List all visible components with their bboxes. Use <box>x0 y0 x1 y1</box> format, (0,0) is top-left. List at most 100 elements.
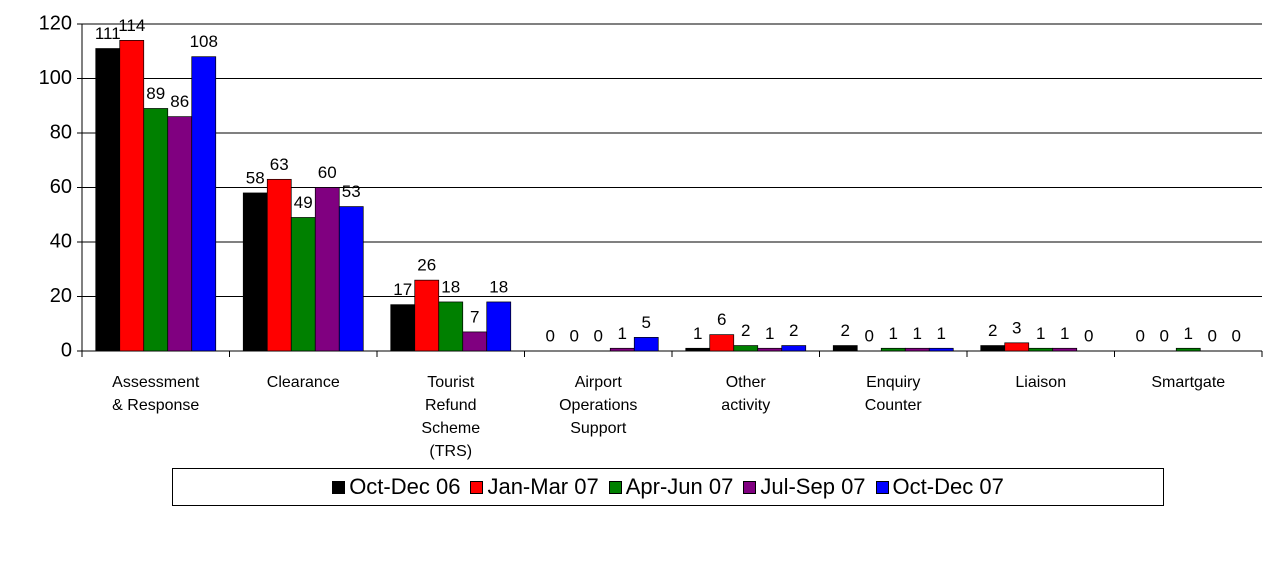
legend-label: Jan-Mar 07 <box>487 474 599 499</box>
value-label: 0 <box>1136 326 1145 345</box>
bar <box>338 206 364 352</box>
bar <box>980 345 1006 352</box>
value-label: 63 <box>270 155 289 174</box>
value-label: 1 <box>1060 324 1069 343</box>
legend-swatch <box>332 480 346 494</box>
legend-item: Oct-Dec 07 <box>875 474 1004 500</box>
legend-label: Jul-Sep 07 <box>760 474 866 499</box>
x-tick-label: & Response <box>112 397 199 414</box>
value-label: 1 <box>765 324 774 343</box>
bar <box>266 178 292 352</box>
bar <box>781 345 807 352</box>
bar <box>438 301 464 352</box>
legend-label: Oct-Dec 07 <box>892 474 1004 499</box>
bar <box>290 217 316 352</box>
x-tick-label: Refund <box>425 397 477 414</box>
value-label: 18 <box>489 277 508 296</box>
bar <box>1004 342 1030 352</box>
legend: Oct-Dec 06 Jan-Mar 07 Apr-Jun 07 Jul-Sep 07… <box>172 468 1164 506</box>
x-tick-label: Assessment <box>112 374 200 391</box>
x-tick-label: Counter <box>865 397 923 414</box>
value-label: 0 <box>594 326 603 345</box>
bar <box>757 347 783 352</box>
value-label: 1 <box>913 324 922 343</box>
value-label: 26 <box>417 256 436 275</box>
bar <box>191 56 217 352</box>
x-tick-label: Other <box>726 374 767 391</box>
value-label: 2 <box>841 321 850 340</box>
value-label: 18 <box>441 277 460 296</box>
value-label: 49 <box>294 193 313 212</box>
legend-item: Jul-Sep 07 <box>743 474 866 500</box>
x-tick-label: Operations <box>559 397 637 414</box>
y-tick-label: 60 <box>50 176 72 198</box>
legend-item: Jan-Mar 07 <box>470 474 599 500</box>
legend-swatch <box>608 480 622 494</box>
y-tick-label: 80 <box>50 121 72 143</box>
value-label: 58 <box>246 168 265 187</box>
value-label: 3 <box>1012 318 1021 337</box>
bar <box>904 347 930 352</box>
value-label: 0 <box>1084 326 1093 345</box>
bar <box>928 347 954 352</box>
legend-swatch <box>470 480 484 494</box>
value-label: 108 <box>190 32 218 51</box>
x-tick-label: Liaison <box>1015 374 1066 391</box>
bar <box>633 337 659 352</box>
value-label: 53 <box>342 182 361 201</box>
x-tick-label: Airport <box>575 374 623 391</box>
value-label: 0 <box>1160 326 1169 345</box>
x-tick-label: Enquiry <box>866 374 920 391</box>
value-label: 17 <box>393 280 412 299</box>
bar <box>1175 347 1201 352</box>
value-label: 1 <box>693 324 702 343</box>
legend-label: Apr-Jun 07 <box>625 474 734 499</box>
value-label: 60 <box>318 163 337 182</box>
value-label: 1 <box>1184 324 1193 343</box>
bar <box>167 116 193 352</box>
legend-label: Oct-Dec 06 <box>349 474 461 499</box>
bar <box>462 331 488 352</box>
value-label: 1 <box>889 324 898 343</box>
value-label: 5 <box>642 313 651 332</box>
legend-item: Oct-Dec 06 <box>332 474 460 500</box>
bar <box>880 347 906 352</box>
x-tick-label: Tourist <box>427 374 475 391</box>
value-label: 0 <box>1232 326 1241 345</box>
bar <box>832 345 858 352</box>
bar <box>1028 347 1054 352</box>
value-label: 86 <box>170 92 189 111</box>
value-label: 114 <box>118 16 145 35</box>
value-label: 111 <box>95 24 121 43</box>
y-tick-label: 100 <box>39 67 72 89</box>
bar <box>95 48 121 352</box>
value-label: 1 <box>937 324 946 343</box>
value-label: 1 <box>1036 324 1045 343</box>
x-tick-label: Clearance <box>267 374 340 391</box>
x-tick-label: Support <box>570 420 627 437</box>
y-tick-label: 40 <box>50 230 72 252</box>
legend-item: Apr-Jun 07 <box>608 474 734 500</box>
bar <box>709 334 735 352</box>
value-label: 0 <box>546 326 555 345</box>
bar <box>1052 347 1078 352</box>
value-label: 2 <box>789 321 798 340</box>
x-tick-label: activity <box>721 397 770 414</box>
value-label: 0 <box>865 326 874 345</box>
value-label: 89 <box>146 84 165 103</box>
x-tick-label: Scheme <box>421 420 480 437</box>
bar <box>390 304 416 352</box>
bar <box>143 108 169 352</box>
legend-swatch <box>875 480 889 494</box>
bar <box>314 187 340 352</box>
value-label: 1 <box>618 324 627 343</box>
bar <box>414 279 440 352</box>
value-label: 0 <box>1208 326 1217 345</box>
bar <box>685 347 711 352</box>
x-tick-label: Smartgate <box>1151 374 1225 391</box>
bar <box>242 192 268 352</box>
bar <box>486 301 512 352</box>
legend-swatch <box>743 480 757 494</box>
